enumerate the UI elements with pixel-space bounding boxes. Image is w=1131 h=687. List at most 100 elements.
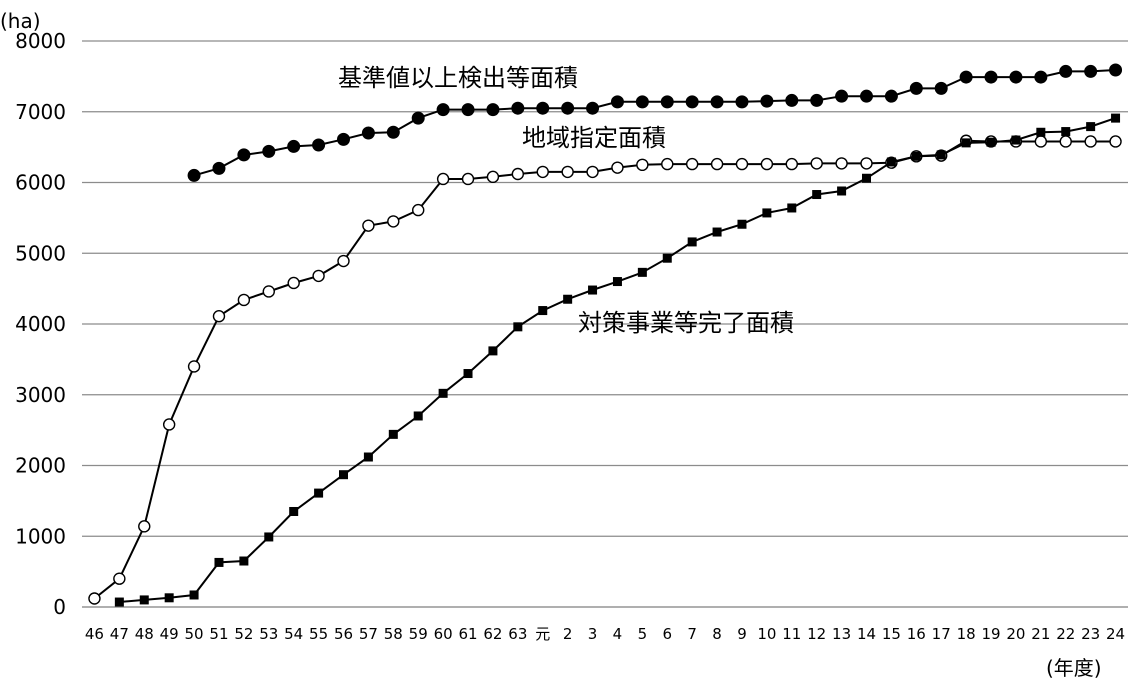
data-point	[737, 220, 746, 229]
y-tick-label: 7000	[15, 100, 66, 124]
data-point	[1035, 71, 1047, 83]
data-point	[438, 173, 449, 184]
y-tick-label: 1000	[15, 524, 66, 548]
data-point	[885, 90, 897, 102]
x-tick-label: 21	[1031, 625, 1050, 643]
data-point	[213, 162, 225, 174]
data-point	[563, 295, 572, 304]
x-tick-label: 48	[135, 625, 154, 643]
data-point	[1036, 128, 1045, 137]
x-tick-label: 56	[334, 625, 353, 643]
data-point	[711, 96, 723, 108]
x-axis-unit-label: (年度)	[1046, 656, 1102, 680]
data-point	[638, 268, 647, 277]
data-point	[537, 166, 548, 177]
data-point	[139, 521, 150, 532]
data-point	[165, 593, 174, 602]
series-label-completed-area: 対策事業等完了面積	[578, 309, 794, 337]
data-point	[1060, 136, 1071, 147]
x-tick-label: 54	[284, 625, 303, 643]
data-point	[762, 208, 771, 217]
data-point	[363, 220, 374, 231]
x-tick-label: 5	[638, 625, 648, 643]
data-point	[960, 71, 972, 83]
data-point	[263, 286, 274, 297]
data-point	[513, 322, 522, 331]
data-point	[464, 369, 473, 378]
x-tick-label: 58	[384, 625, 403, 643]
data-point	[313, 139, 325, 151]
series-1	[89, 135, 1121, 604]
data-point	[487, 104, 499, 116]
x-tick-label: 元	[535, 625, 550, 643]
series-line	[119, 118, 1115, 602]
data-point	[288, 277, 299, 288]
data-point	[910, 82, 922, 94]
x-tick-label: 8	[712, 625, 722, 643]
data-point	[811, 94, 823, 106]
x-tick-label: 6	[662, 625, 672, 643]
data-point	[213, 311, 224, 322]
data-point	[188, 169, 200, 181]
series-2	[115, 114, 1120, 607]
data-point	[611, 96, 623, 108]
x-tick-label: 23	[1081, 625, 1100, 643]
data-point	[462, 104, 474, 116]
data-point	[388, 216, 399, 227]
y-tick-label: 4000	[15, 312, 66, 336]
x-tick-label: 15	[882, 625, 901, 643]
x-tick-label: 53	[259, 625, 278, 643]
data-point	[712, 159, 723, 170]
x-tick-label: 51	[209, 625, 228, 643]
x-tick-label: 18	[957, 625, 976, 643]
y-tick-label: 0	[53, 595, 66, 619]
y-axis-unit-label: (ha)	[0, 9, 41, 33]
y-tick-label: 2000	[15, 454, 66, 478]
data-point	[587, 102, 599, 114]
series-label-designated-area: 地域指定面積	[522, 124, 666, 152]
data-point	[812, 190, 821, 199]
data-point	[439, 389, 448, 398]
data-point	[862, 174, 871, 183]
data-point	[437, 104, 449, 116]
x-tick-label: 19	[981, 625, 1000, 643]
data-point	[538, 306, 547, 315]
data-point	[687, 159, 698, 170]
data-point	[661, 96, 673, 108]
y-tick-label: 5000	[15, 241, 66, 265]
x-tick-label: 4	[613, 625, 623, 643]
x-tick-label: 14	[857, 625, 876, 643]
data-point	[1086, 122, 1095, 131]
data-point	[736, 96, 748, 108]
data-point	[686, 96, 698, 108]
data-point	[562, 166, 573, 177]
data-point	[688, 237, 697, 246]
x-tick-label: 52	[234, 625, 253, 643]
data-point	[387, 126, 399, 138]
data-point	[487, 171, 498, 182]
x-tick-label: 49	[160, 625, 179, 643]
data-point	[364, 453, 373, 462]
data-point	[588, 286, 597, 295]
data-point	[264, 532, 273, 541]
data-point	[115, 598, 124, 607]
data-point	[861, 158, 872, 169]
x-tick-label: 22	[1056, 625, 1075, 643]
data-point	[313, 270, 324, 281]
data-point	[512, 102, 524, 114]
data-point	[239, 557, 248, 566]
data-point	[512, 169, 523, 180]
x-tick-label: 59	[409, 625, 428, 643]
data-point	[1010, 71, 1022, 83]
x-tick-label: 47	[110, 625, 129, 643]
x-tick-label: 16	[907, 625, 926, 643]
data-point	[1011, 136, 1020, 145]
data-point	[587, 166, 598, 177]
data-point	[338, 256, 349, 267]
x-tick-label: 13	[832, 625, 851, 643]
y-axis-ticks: 0 1000 2000 3000 4000 5000 6000 7000 8000	[15, 29, 66, 619]
data-point	[811, 158, 822, 169]
data-point	[362, 127, 374, 139]
data-point	[713, 228, 722, 237]
